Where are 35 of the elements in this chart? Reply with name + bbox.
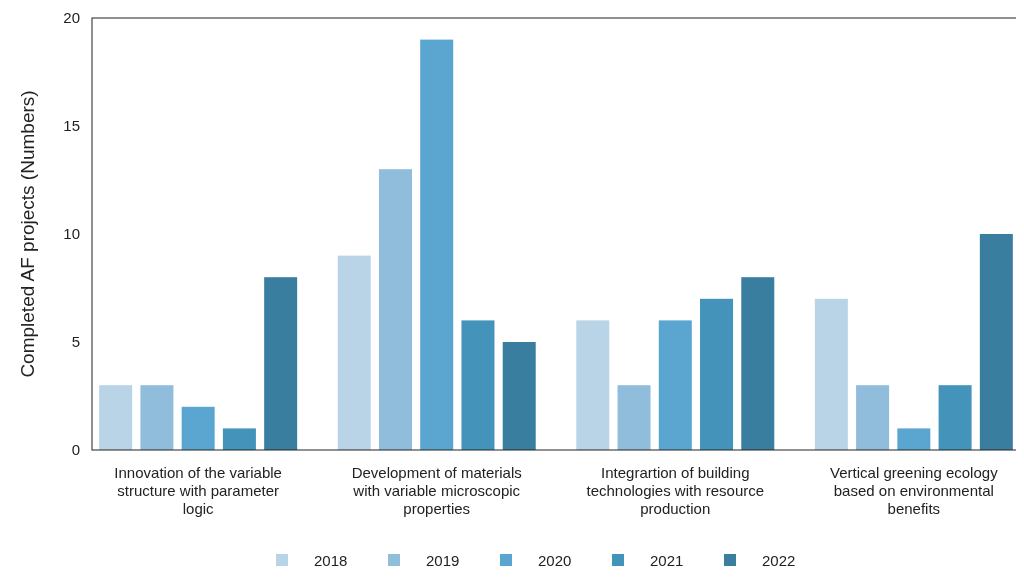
bar [741, 277, 775, 450]
legend-label: 2022 [762, 552, 796, 569]
bar [979, 234, 1013, 450]
bar [576, 320, 610, 450]
legend-label: 2021 [650, 552, 684, 569]
bar [897, 428, 931, 450]
bar [264, 277, 298, 450]
y-tick-label: 5 [71, 333, 80, 351]
bar [140, 385, 174, 450]
y-tick-label: 10 [63, 225, 80, 243]
y-tick-label: 20 [63, 9, 80, 27]
y-axis-title: Completed AF projects (Numbers) [17, 90, 38, 378]
x-tick-label: Innovation of the variable structure with parameter logic [114, 464, 282, 517]
legend-label: 2018 [314, 552, 348, 569]
bar [856, 385, 890, 450]
legend-label: 2020 [538, 552, 572, 569]
bar [181, 406, 215, 450]
bar [658, 320, 692, 450]
y-tick-label: 15 [63, 117, 80, 135]
bar [378, 169, 412, 450]
bar [337, 255, 371, 450]
bar [222, 428, 256, 450]
x-tick-label: Development of materials with variable microscopic properties [351, 464, 522, 517]
legend-label: 2019 [426, 552, 460, 569]
bar [420, 39, 454, 450]
x-tick-label: Integrartion of building technologies with resource production [586, 464, 765, 517]
bar [700, 298, 734, 450]
y-tick-label: 0 [71, 441, 80, 459]
bar [502, 342, 536, 450]
bar [461, 320, 495, 450]
bar [938, 385, 972, 450]
bar [814, 298, 848, 450]
x-tick-label: Vertical greening ecology based on environmental benefits [830, 464, 999, 517]
bar [99, 385, 133, 450]
bar [617, 385, 651, 450]
